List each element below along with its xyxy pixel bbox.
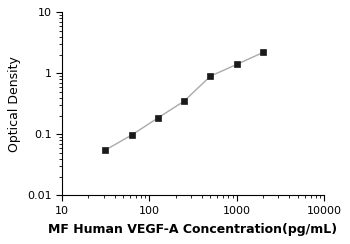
Y-axis label: Optical Density: Optical Density	[8, 56, 21, 152]
X-axis label: MF Human VEGF-A Concentration(pg/mL): MF Human VEGF-A Concentration(pg/mL)	[49, 223, 338, 236]
